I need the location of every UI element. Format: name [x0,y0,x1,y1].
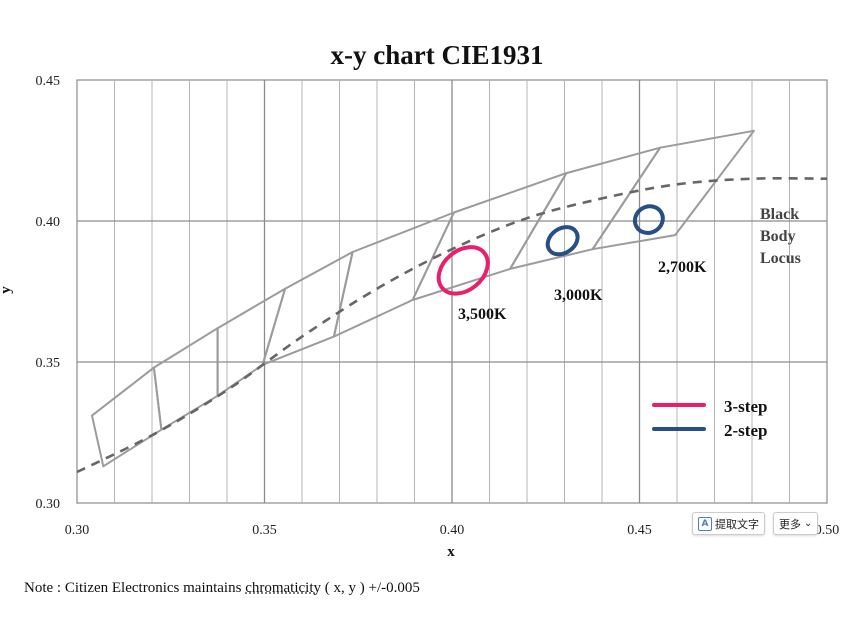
locus-label-line-2: Body [760,228,796,245]
legend-label-3-step: 3-step [724,397,767,416]
y-tick-label: 0.30 [36,497,61,512]
ellipse-2700k [632,204,665,235]
locus-label-line-1: Black [760,206,799,223]
bin-quadrangle-7 [509,146,662,270]
bin-quadrangle-1 [91,366,163,468]
locus-label-line-3: Locus [760,250,801,267]
x-tick-label: 0.30 [65,523,90,538]
bin-quadrangles [91,129,755,468]
chevron-down-icon: ⌄ [804,518,813,529]
footnote-suffix: ( x, y ) +/-0.005 [321,580,420,596]
bin-quadrangle-8 [591,129,755,251]
footnote-chromaticity: chromaticity [245,580,322,596]
more-button[interactable]: 更多 ⌄ [773,512,819,535]
y-tick-label: 0.40 [36,215,61,230]
grid [76,79,828,504]
chart-title: x-y chart CIE1931 [331,40,544,70]
more-label: 更多 [779,517,801,531]
footnote: Note : Citizen Electronics maintains chr… [24,580,420,597]
legend-label-2-step: 2-step [724,421,767,440]
text-recognition-icon: A [698,516,712,531]
y-axis-label: y [0,286,14,294]
extract-text-label: 提取文字 [715,517,759,531]
footnote-prefix: Note : Citizen Electronics maintains [24,580,246,596]
bin-quadrangle-2 [152,327,219,431]
x-axis-label: x [447,544,455,560]
x-tick-label: 0.40 [440,523,465,538]
cct-label-3000k: 3,000K [554,287,603,304]
x-tick-label: 0.35 [252,523,277,538]
legend: 3-step 2-step [652,397,767,440]
tick-labels: 0.30 0.35 0.40 0.45 0.50 0.45 0.40 0.35 0.30 [36,74,840,538]
floating-toolbar: A 提取文字 更多 ⌄ [692,512,819,535]
x-tick-label: 0.45 [627,523,652,538]
y-tick-label: 0.45 [36,74,61,89]
cct-label-2700k: 2,700K [658,259,707,276]
ellipse-3000k [545,225,580,257]
cct-label-3500k: 3,500K [458,306,507,323]
x-tick-label: 0.50 [815,523,840,538]
bin-quadrangle-3 [216,287,287,397]
ellipse-3500k [436,245,490,296]
y-tick-label: 0.35 [36,356,61,371]
tolerance-ellipses [436,204,665,296]
extract-text-button[interactable]: A 提取文字 [692,512,765,535]
bin-quadrangle-5 [332,211,455,338]
